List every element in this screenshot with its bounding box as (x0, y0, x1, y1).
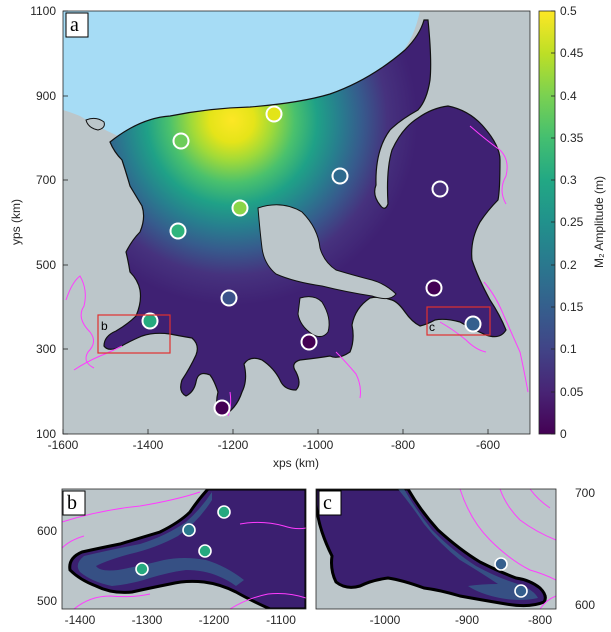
panel-b-x-tick: -1300 (132, 613, 163, 627)
y-axis-label: yps (km) (9, 199, 23, 245)
x-tick-label: -1200 (218, 438, 249, 452)
main-y-ticks (63, 10, 68, 435)
colorbar-tick-label: 0.4 (560, 89, 577, 103)
panel-tag-a-box (65, 12, 89, 38)
inset-tag-c: c (429, 320, 435, 334)
island-central (257, 204, 397, 300)
station-marker (182, 523, 196, 537)
station-marker (331, 167, 349, 185)
y-tick-label: 300 (36, 342, 56, 356)
station-marker (425, 279, 443, 297)
panel-tag-b-box (62, 490, 86, 516)
colorbar-tick-label: 0.3 (560, 173, 577, 187)
island-top (85, 117, 105, 131)
panel-c-map (316, 489, 556, 609)
x-axis-label: xps (km) (273, 456, 319, 470)
y-tick-label: 900 (36, 89, 56, 103)
panel-b-y-tick: 600 (37, 524, 57, 538)
panel-b-x-tick: -1100 (266, 613, 296, 627)
station-marker (300, 333, 318, 351)
colorbar (538, 10, 556, 435)
station-marker (220, 289, 238, 307)
colorbar-tick-label: 0 (560, 427, 567, 441)
coastline-lines (65, 125, 529, 417)
panel-tag-b: b (67, 492, 77, 514)
panel-b-x-tick: -1400 (65, 613, 96, 627)
main-x-ticks (62, 429, 489, 434)
colorbar-tick-label: 0.45 (560, 46, 584, 60)
colorbar-ticks (551, 10, 555, 435)
station-marker (169, 222, 187, 240)
station-marker (141, 312, 159, 330)
colorbar-tick-label: 0.1 (560, 342, 577, 356)
panel-b-x-tick: -1200 (199, 613, 230, 627)
station-marker (172, 132, 190, 150)
main-map-frame (62, 10, 531, 435)
main-map (63, 11, 530, 434)
inset-box-c (426, 306, 491, 336)
station-marker (198, 544, 212, 558)
inset-tag-b: b (101, 319, 108, 333)
island-left (297, 296, 330, 338)
station-marker (514, 584, 528, 598)
y-tick-label: 500 (36, 258, 56, 272)
station-marker (217, 505, 231, 519)
colorbar-tick-label: 0.5 (560, 4, 577, 18)
station-markers (141, 105, 482, 417)
panel-c-x-tick: -800 (528, 613, 552, 627)
panel-c-y-tick: 700 (575, 486, 595, 500)
panel-tag-a: a (70, 14, 79, 36)
x-tick-label: -1600 (48, 438, 79, 452)
panel-b-map (62, 489, 306, 609)
station-marker (231, 199, 249, 217)
colorbar-label: M₂ Amplitude (m) (592, 176, 606, 268)
colorbar-tick-label: 0.15 (560, 300, 584, 314)
x-tick-label: -1400 (133, 438, 164, 452)
station-marker (213, 399, 231, 417)
panel-c-x-tick: -1000 (370, 613, 401, 627)
x-tick-label: -1000 (303, 438, 334, 452)
panel-c-y-tick: 600 (575, 598, 595, 612)
colorbar-tick-label: 0.35 (560, 131, 584, 145)
station-marker (135, 562, 149, 576)
ocean-area (63, 11, 420, 136)
x-tick-label: -600 (476, 438, 500, 452)
panel-c-x-tick: -900 (455, 613, 479, 627)
y-tick-label: 700 (36, 173, 56, 187)
station-marker (265, 105, 283, 123)
colorbar-tick-label: 0.25 (560, 215, 584, 229)
y-tick-label: 1100 (30, 4, 56, 18)
colorbar-tick-label: 0.05 (560, 385, 584, 399)
station-marker (431, 180, 449, 198)
colorbar-tick-label: 0.2 (560, 258, 577, 272)
station-marker (494, 557, 508, 571)
y-tick-label: 100 (36, 427, 56, 441)
station-marker (464, 315, 482, 333)
panel-b-y-tick: 500 (37, 594, 57, 608)
x-tick-label: -800 (391, 438, 415, 452)
panel-b-frame (61, 488, 307, 610)
panel-tag-c-box (318, 490, 342, 516)
panel-b-shelf (77, 492, 244, 586)
panel-c-frame (315, 488, 557, 610)
panel-tag-c: c (323, 492, 332, 514)
inset-box-b (97, 314, 171, 354)
